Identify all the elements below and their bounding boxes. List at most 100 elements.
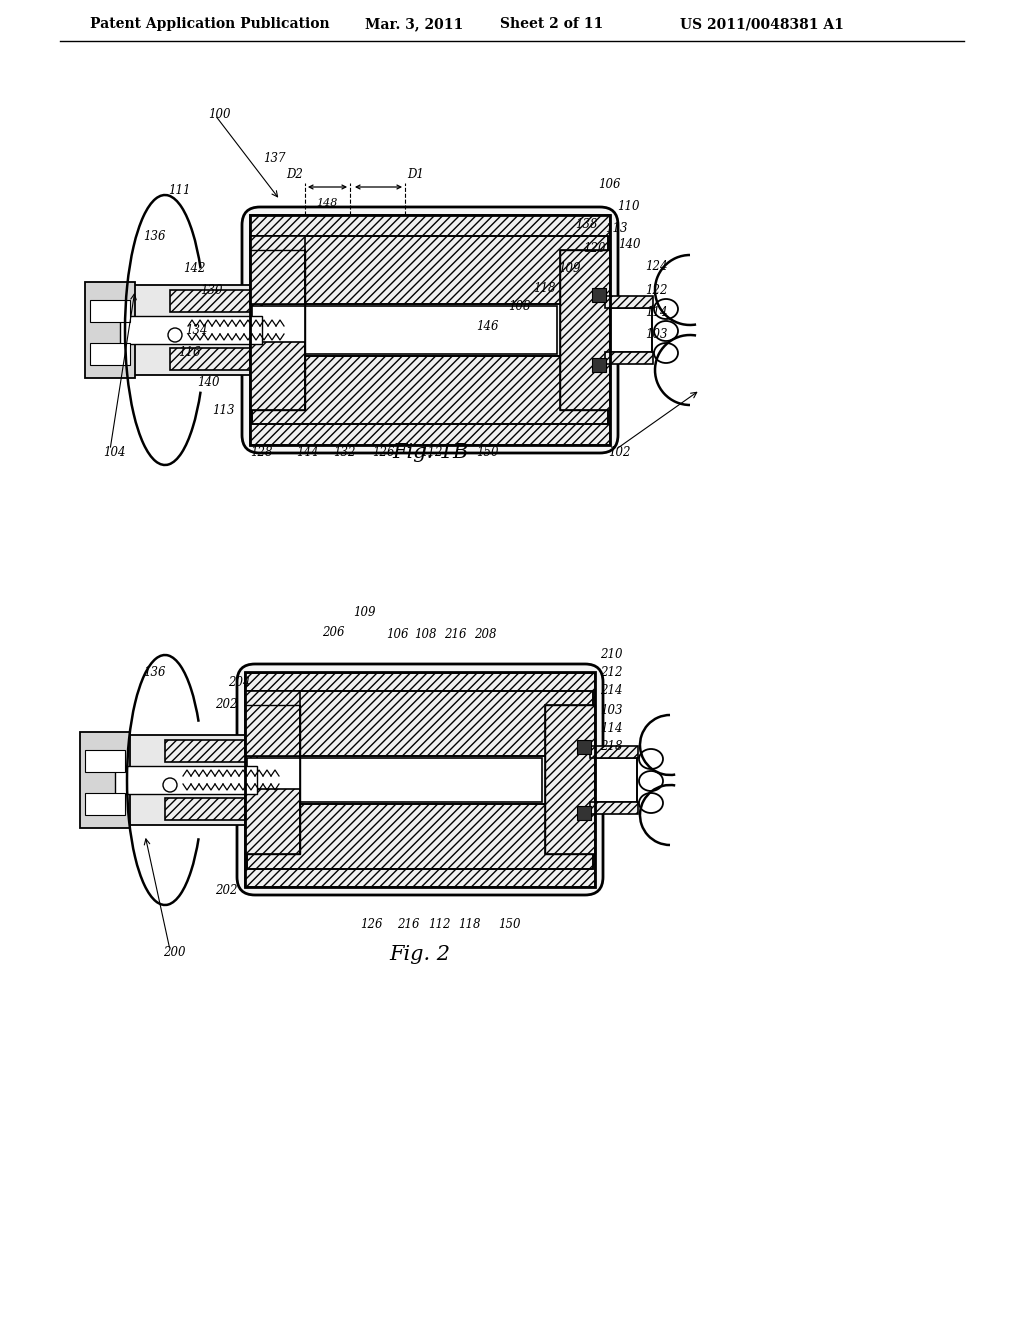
Bar	[165, 741, 257, 762]
Bar	[85, 750, 125, 772]
Text: D1: D1	[407, 169, 424, 181]
Text: 108: 108	[508, 301, 530, 314]
Text: 146: 146	[476, 321, 499, 334]
Text: 102: 102	[608, 446, 631, 458]
Text: Fig. 1B: Fig. 1B	[392, 442, 468, 462]
Bar	[120, 315, 262, 345]
Bar	[170, 348, 262, 370]
Bar	[605, 296, 653, 308]
Bar	[115, 735, 257, 825]
Text: Sheet 2 of 11: Sheet 2 of 11	[500, 17, 603, 30]
Text: 136: 136	[143, 665, 166, 678]
Text: 118: 118	[534, 281, 555, 294]
Text: 210: 210	[600, 648, 623, 661]
Bar	[245, 673, 595, 706]
Bar	[90, 343, 130, 366]
Text: 148: 148	[316, 198, 338, 209]
Bar	[250, 215, 610, 445]
Text: 208: 208	[474, 628, 497, 642]
Text: 150: 150	[476, 446, 499, 458]
Text: 204: 204	[228, 676, 251, 689]
FancyBboxPatch shape	[237, 664, 603, 895]
Bar	[250, 249, 305, 411]
Text: Patent Application Publication: Patent Application Publication	[90, 17, 330, 30]
Text: 118: 118	[458, 919, 480, 932]
Bar	[560, 249, 610, 411]
Bar	[170, 290, 262, 312]
Bar	[590, 803, 638, 814]
Text: 138: 138	[575, 219, 597, 231]
Bar	[247, 690, 593, 756]
Text: 128: 128	[250, 446, 272, 458]
Text: 206: 206	[322, 626, 344, 639]
Bar	[85, 793, 125, 814]
Bar	[577, 807, 591, 820]
Bar	[165, 799, 257, 820]
Text: 100: 100	[208, 108, 230, 121]
Text: 120: 120	[583, 242, 605, 255]
Text: 216: 216	[444, 628, 467, 642]
Text: 124: 124	[645, 260, 668, 273]
Bar	[250, 411, 610, 445]
Text: 116: 116	[178, 346, 201, 359]
Bar	[245, 705, 300, 854]
Text: 104: 104	[103, 446, 126, 458]
Text: US 2011/0048381 A1: US 2011/0048381 A1	[680, 17, 844, 30]
Text: 114: 114	[600, 722, 623, 734]
Text: Mar. 3, 2011: Mar. 3, 2011	[365, 17, 463, 30]
Text: 202: 202	[215, 883, 238, 896]
Text: 126: 126	[360, 919, 383, 932]
Bar	[115, 766, 257, 795]
Bar	[610, 308, 652, 352]
Text: 134: 134	[185, 323, 208, 337]
Bar	[90, 300, 130, 322]
Circle shape	[168, 327, 182, 342]
Bar	[245, 672, 595, 887]
Bar	[592, 358, 606, 372]
Text: 132: 132	[333, 446, 355, 458]
Bar	[252, 306, 557, 354]
Bar	[252, 236, 608, 304]
Bar	[592, 288, 606, 302]
Bar	[247, 804, 593, 869]
Bar	[245, 789, 300, 854]
Text: 216: 216	[397, 919, 420, 932]
Text: 109: 109	[558, 261, 581, 275]
Text: 212: 212	[600, 667, 623, 680]
Text: 112: 112	[420, 446, 442, 458]
Text: 200: 200	[163, 945, 185, 958]
Bar	[250, 236, 305, 304]
Text: 137: 137	[263, 152, 286, 165]
Text: 122: 122	[645, 284, 668, 297]
Text: 111: 111	[168, 183, 190, 197]
Text: 113: 113	[605, 222, 628, 235]
Text: 130: 130	[200, 284, 222, 297]
Text: 144: 144	[296, 446, 318, 458]
Text: Fig. 2: Fig. 2	[389, 945, 451, 965]
Bar	[595, 758, 637, 803]
Bar	[252, 356, 608, 424]
Text: 109: 109	[353, 606, 376, 619]
Circle shape	[163, 777, 177, 792]
Text: 112: 112	[428, 919, 451, 932]
Bar	[250, 215, 610, 249]
Text: 136: 136	[143, 231, 166, 243]
Bar	[247, 758, 542, 803]
Text: 126: 126	[372, 446, 394, 458]
Bar	[545, 705, 595, 854]
Bar	[247, 804, 593, 869]
Bar	[252, 356, 608, 424]
Text: 140: 140	[197, 375, 219, 388]
Bar	[250, 342, 305, 411]
Text: 103: 103	[600, 704, 623, 717]
Text: 140: 140	[618, 239, 640, 252]
Text: D2: D2	[286, 169, 303, 181]
Bar	[120, 285, 262, 375]
Bar	[247, 690, 593, 756]
Bar	[245, 690, 300, 756]
Text: 218: 218	[600, 739, 623, 752]
Text: 150: 150	[498, 919, 520, 932]
Bar	[85, 282, 135, 378]
Bar	[577, 741, 591, 754]
Bar	[545, 705, 595, 854]
